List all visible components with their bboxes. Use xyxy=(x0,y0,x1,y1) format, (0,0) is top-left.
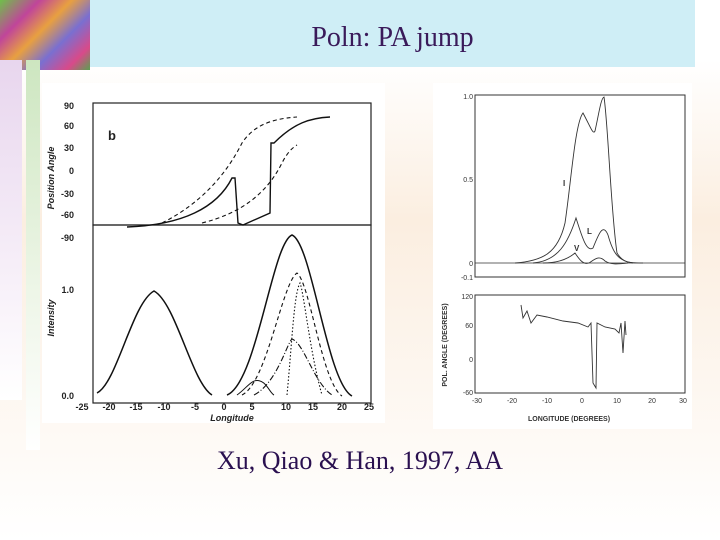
xtick: 10 xyxy=(613,398,621,405)
xlabel: Longitude xyxy=(210,413,254,423)
decorative-left-bar-inner xyxy=(26,60,40,450)
ytick-top: 0 xyxy=(469,261,473,268)
ytick-bottom: 0.0 xyxy=(61,391,74,401)
xtick: -5 xyxy=(191,402,199,412)
xtick: -25 xyxy=(75,402,88,412)
intensity-right-peak xyxy=(226,234,353,397)
decorative-corner-graphic xyxy=(0,0,90,70)
curve-label-v: V xyxy=(574,244,580,253)
intensity-dotted xyxy=(286,281,323,396)
intensity-left-peak xyxy=(96,290,213,396)
pa-curve-solid xyxy=(126,116,331,228)
ylabel-position-angle: Position Angle xyxy=(46,147,56,210)
xtick: -20 xyxy=(102,402,115,412)
ytick-top: -60 xyxy=(61,210,74,220)
xtick: 20 xyxy=(337,402,347,412)
curve-v xyxy=(542,252,629,265)
xtick: 15 xyxy=(308,402,318,412)
curve-pa xyxy=(520,304,627,390)
xtick: -30 xyxy=(472,398,482,405)
xlabel: LONGITUDE (DEGREES) xyxy=(528,416,610,423)
title-banner: Poln: PA jump xyxy=(90,0,695,67)
xtick: -10 xyxy=(542,398,552,405)
xtick: 0 xyxy=(580,398,584,405)
xtick: 30 xyxy=(679,398,687,405)
pa-curve-dashed-1 xyxy=(161,116,298,224)
ylabel-intensity: Intensity xyxy=(46,299,56,337)
xtick: 5 xyxy=(249,402,254,412)
ytick-top: 90 xyxy=(64,101,74,111)
curve-label-l: L xyxy=(587,227,592,236)
ytick-bottom: -60 xyxy=(463,390,473,397)
xtick: 25 xyxy=(364,402,374,412)
ytick-bottom: 60 xyxy=(465,323,473,330)
xtick: -10 xyxy=(157,402,170,412)
xtick: -15 xyxy=(129,402,142,412)
slide-title: Poln: PA jump xyxy=(311,22,474,53)
figure-caption: Xu, Qiao & Han, 1997, AA xyxy=(217,446,503,475)
decorative-left-bar xyxy=(0,60,22,400)
curve-label-i: I xyxy=(563,179,565,188)
curve-l xyxy=(532,216,634,264)
xtick: -20 xyxy=(507,398,517,405)
ytick-top: 30 xyxy=(64,143,74,153)
curve-i xyxy=(514,96,644,264)
figure-left: 90 60 30 0 -30 -60 -90 1.0 0.0 Position … xyxy=(42,83,385,423)
xtick: 20 xyxy=(648,398,656,405)
ytick-top: 1.0 xyxy=(463,94,473,101)
ytick-bottom: 0 xyxy=(469,357,473,364)
ylabel-pol-angle: POL. ANGLE (DEGREES) xyxy=(442,303,449,386)
ytick-top: 0.5 xyxy=(463,177,473,184)
xtick: 0 xyxy=(221,402,226,412)
ytick-top: 0 xyxy=(69,166,74,176)
intensity-dashed xyxy=(241,272,343,397)
ytick-top: -90 xyxy=(61,233,74,243)
figure-left-plot: 90 60 30 0 -30 -60 -90 1.0 0.0 Position … xyxy=(46,101,374,423)
panel-label: b xyxy=(108,128,116,143)
pa-curve-dashed-2 xyxy=(201,144,298,224)
ytick-top: -30 xyxy=(61,189,74,199)
ytick-bottom: 120 xyxy=(461,294,473,301)
xtick: 10 xyxy=(281,402,291,412)
figure-right: 1.0 0.5 0 -0.1 120 60 0 -60 POL. ANGLE (… xyxy=(433,83,692,429)
ytick-top: 60 xyxy=(64,121,74,131)
figure-right-plot: 1.0 0.5 0 -0.1 120 60 0 -60 POL. ANGLE (… xyxy=(442,94,687,423)
ytick-bottom: 1.0 xyxy=(61,285,74,295)
ytick-top: -0.1 xyxy=(461,275,473,282)
intensity-small xyxy=(236,379,275,396)
